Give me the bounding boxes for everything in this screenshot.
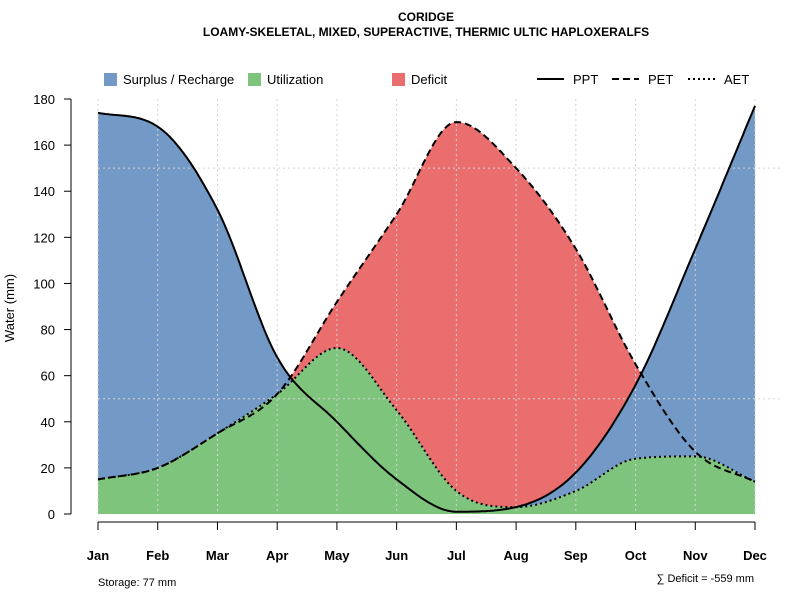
area-utilization (98, 348, 755, 514)
deficit-annotation: ∑ Deficit = -559 mm (657, 573, 754, 585)
legend-swatch-surplus (104, 73, 117, 86)
x-tick-label: Jan (87, 548, 109, 563)
x-tick-label: Aug (503, 548, 528, 563)
legend-swatch-deficit (392, 73, 405, 86)
legend-label-pet: PET (648, 72, 673, 87)
storage-annotation: Storage: 77 mm (98, 577, 176, 589)
series-lines (97, 105, 756, 513)
y-tick-label: 60 (41, 369, 55, 384)
y-tick-label: 100 (33, 276, 55, 291)
series-line-ppt (97, 105, 756, 513)
y-tick-label: 140 (33, 184, 55, 199)
fill-areas (98, 105, 755, 514)
area-deficit (98, 122, 755, 508)
y-axis-label: Water (mm) (2, 274, 17, 342)
chart-subtitle: LOAMY-SKELETAL, MIXED, SUPERACTIVE, THER… (203, 25, 649, 39)
legend-label-deficit: Deficit (411, 72, 448, 87)
y-tick-label: 40 (41, 415, 55, 430)
legend-swatch-utilization (248, 73, 261, 86)
x-tick-label: Jun (385, 548, 408, 563)
x-tick-label: Sep (564, 548, 588, 563)
y-tick-label: 20 (41, 461, 55, 476)
x-tick-label: Apr (266, 548, 288, 563)
x-tick-label: Nov (683, 548, 708, 563)
chart-legend: Surplus / Recharge Utilization Deficit P… (104, 72, 749, 87)
y-tick-label: 120 (33, 230, 55, 245)
y-tick-label: 80 (41, 323, 55, 338)
x-tick-label: Dec (743, 548, 767, 563)
legend-label-aet: AET (724, 72, 749, 87)
x-tick-label: May (324, 548, 350, 563)
x-tick-label: Jul (447, 548, 466, 563)
x-tick-label: Feb (146, 548, 169, 563)
legend-label-ppt: PPT (573, 72, 598, 87)
area-surplus-recharge (98, 105, 755, 508)
chart-title: CORIDGE (398, 10, 454, 24)
y-tick-label: 160 (33, 138, 55, 153)
grid-lines (97, 99, 782, 514)
axes: 0 20 40 60 80 100 120 140 160 180 Jan Feb Mar Apr May J… (33, 92, 767, 563)
legend-label-surplus: Surplus / Recharge (123, 72, 234, 87)
series-line-aet (97, 346, 756, 509)
x-tick-label: Oct (625, 548, 647, 563)
y-tick-label: 0 (48, 507, 55, 522)
legend-label-utilization: Utilization (267, 72, 323, 87)
y-tick-label: 180 (33, 92, 55, 107)
x-tick-label: Mar (206, 548, 229, 563)
